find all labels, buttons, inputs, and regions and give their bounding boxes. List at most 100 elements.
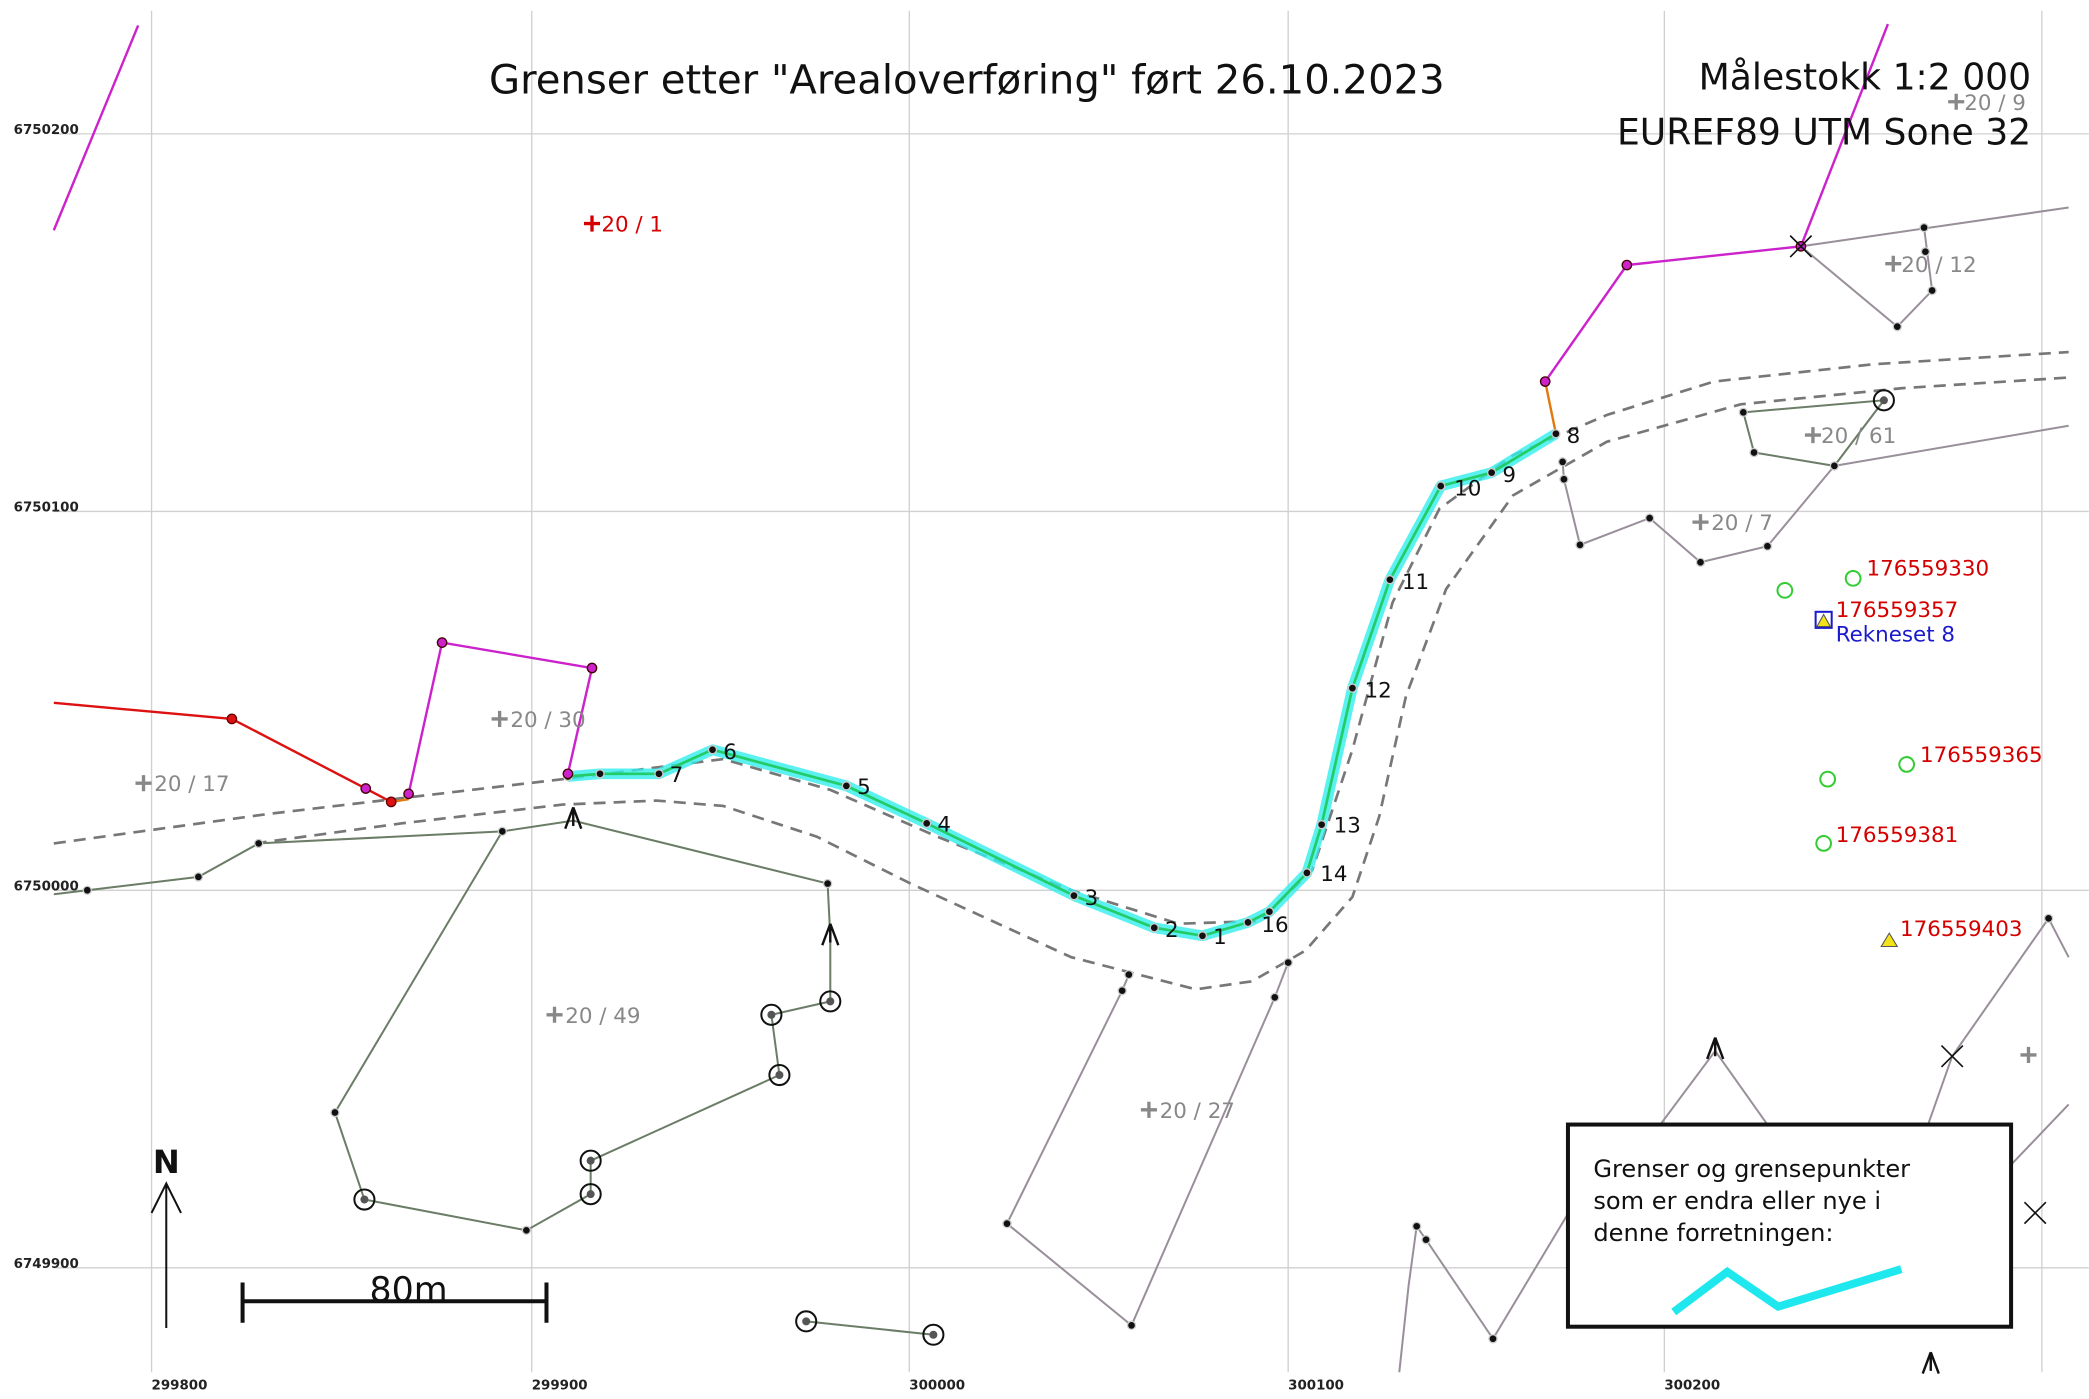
point <box>1879 396 1888 405</box>
legend-text: som er endra eller nye i <box>1593 1187 1881 1215</box>
point-label: 9 <box>1502 463 1516 488</box>
survey-point <box>819 990 842 1013</box>
point <box>1695 557 1706 567</box>
point <box>1575 540 1585 550</box>
point <box>1436 481 1446 491</box>
point <box>707 745 718 755</box>
cross-point <box>1789 235 1813 258</box>
grid-y-label: 6750100 <box>14 500 79 515</box>
point <box>767 1010 776 1019</box>
survey-point <box>760 1003 783 1026</box>
tripod-point <box>821 923 840 946</box>
parcel-mark-red <box>583 215 601 232</box>
point <box>497 826 507 837</box>
point <box>360 1195 369 1204</box>
projection-text: EUREF89 UTM Sone 32 <box>1617 111 2031 154</box>
point-label: 16 <box>1261 913 1288 938</box>
survey-point <box>768 1063 791 1087</box>
grid-x-label: 299800 <box>152 1379 208 1394</box>
boundary <box>1927 916 2070 1125</box>
id-labels: 176559330 176559357 176559365 176559381 … <box>1776 557 2043 948</box>
point <box>1829 461 1840 471</box>
point <box>1927 285 1937 296</box>
marker <box>1819 770 1837 788</box>
point <box>841 781 852 791</box>
marker <box>1844 569 1862 587</box>
north-label: N <box>153 1143 180 1181</box>
point <box>403 788 414 800</box>
survey-point <box>353 1188 376 1211</box>
title: Grenser etter "Arealoverføring" ført 26.… <box>489 58 1445 104</box>
point <box>1124 969 1134 980</box>
point <box>802 1317 811 1326</box>
point <box>521 1225 532 1236</box>
boundary-point-labels: 7 6 5 4 3 2 1 16 14 13 12 11 10 9 8 <box>670 424 1581 950</box>
parcel-label-red: 20 / 1 <box>601 213 663 238</box>
point <box>1486 467 1497 478</box>
boundary <box>1659 1049 1769 1126</box>
point <box>1539 376 1551 387</box>
point <box>1347 683 1358 693</box>
tripod-point <box>1921 1351 1940 1374</box>
point <box>1621 259 1633 271</box>
parcel-label: 20 / 49 <box>565 1004 640 1029</box>
point <box>1644 513 1655 523</box>
point <box>1762 541 1773 551</box>
parcel-label: 20 / 7 <box>1711 511 1773 536</box>
boundary <box>806 1320 934 1336</box>
point <box>586 1190 595 1199</box>
grid-x-label: 300200 <box>1664 1379 1720 1394</box>
point <box>1069 890 1079 901</box>
point <box>1270 992 1280 1003</box>
point <box>922 818 932 829</box>
boundary-red <box>53 701 392 803</box>
scale-bar-label: 80m <box>369 1270 447 1310</box>
scale-bar-shape <box>240 1282 549 1323</box>
boundary <box>1800 227 1934 329</box>
grid-x-label: 300100 <box>1288 1379 1344 1394</box>
parcel-label: 20 / 17 <box>154 772 229 797</box>
north-arrow-shape <box>150 1181 182 1329</box>
parcel-label: 20 / 61 <box>1821 424 1896 449</box>
point <box>586 662 598 674</box>
triangles <box>1816 613 1899 948</box>
point <box>1002 1218 1012 1229</box>
point <box>1749 447 1759 458</box>
point <box>2043 913 2054 924</box>
parcel-label: 20 / 12 <box>1901 253 1976 278</box>
point-label: 11 <box>1402 570 1429 595</box>
point <box>1149 923 1159 933</box>
boundary <box>2010 1103 2070 1166</box>
legend-symbol <box>1671 1265 1903 1316</box>
marker <box>1898 756 1916 773</box>
scale-bar: 80m <box>240 1270 549 1323</box>
point <box>330 1107 340 1118</box>
point <box>226 713 238 725</box>
parcel-label: 20 / 27 <box>1160 1099 1235 1124</box>
point <box>1117 985 1127 996</box>
boundary-magenta <box>52 24 140 231</box>
cross-point <box>1940 1045 1964 1068</box>
changed-boundary <box>567 432 1557 938</box>
boundary-magenta <box>407 641 594 795</box>
boundary-orange <box>1544 381 1558 434</box>
grid-labels: 299800 299900 300000 300100 300200 67502… <box>14 123 1721 1394</box>
point <box>436 637 448 648</box>
address-label: Rekneset 8 <box>1836 622 1955 647</box>
point <box>1283 957 1293 968</box>
address-box <box>1814 610 1833 629</box>
id-label: 176559357 <box>1836 598 1959 623</box>
point <box>595 769 605 779</box>
legend-text: Grenser og grensepunkter <box>1593 1155 1910 1183</box>
survey-point <box>795 1310 818 1333</box>
grid-y-label: 6750000 <box>14 879 79 894</box>
point <box>1551 429 1561 439</box>
point <box>586 1156 595 1165</box>
point <box>253 838 264 849</box>
point <box>775 1071 784 1080</box>
point <box>1557 457 1568 467</box>
point-label: 8 <box>1567 424 1581 449</box>
id-label: 176559365 <box>1920 743 2043 768</box>
point-label: 5 <box>857 775 871 800</box>
point-label: 10 <box>1454 476 1481 501</box>
